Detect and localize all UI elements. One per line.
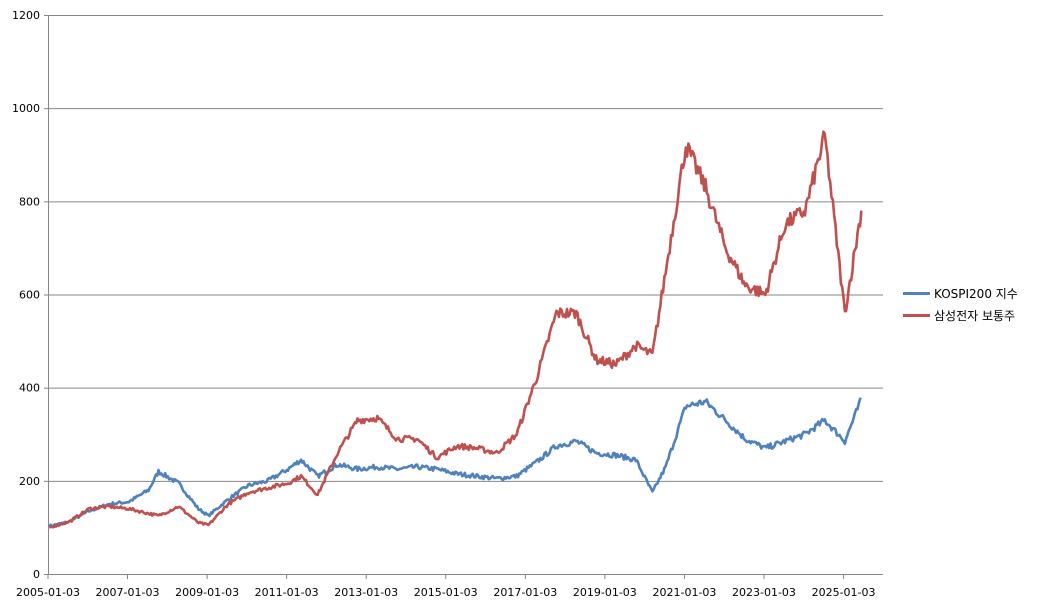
legend-item-kospi200: KOSPI200 지수 <box>903 282 1018 304</box>
series-lines <box>48 130 863 529</box>
gridlines <box>48 15 883 482</box>
legend: KOSPI200 지수 삼성전자 보통주 <box>903 282 1018 326</box>
y-tick-label: 200 <box>19 475 40 488</box>
series-line-kospi200 <box>48 397 862 528</box>
legend-label-kospi200: KOSPI200 지수 <box>934 286 1018 301</box>
y-tick-label: 1000 <box>12 102 40 115</box>
x-tick-label: 2017-01-03 <box>493 586 557 599</box>
x-tick-label: 2015-01-03 <box>414 586 478 599</box>
x-tick-labels: 2005-01-03 2007-01-03 2009-01-03 2011-01-03… <box>16 586 876 599</box>
legend-swatch-kospi200 <box>903 291 930 295</box>
x-tick-label: 2013-01-03 <box>334 586 398 599</box>
series-line-samsung <box>49 130 863 529</box>
y-tick-label: 800 <box>19 195 40 208</box>
x-tick-label: 2007-01-03 <box>96 586 160 599</box>
legend-item-samsung: 삼성전자 보통주 <box>903 304 1018 326</box>
x-tick-label: 2023-01-03 <box>732 586 796 599</box>
x-tick-label: 2021-01-03 <box>652 586 716 599</box>
x-tick-label: 2025-01-03 <box>812 586 876 599</box>
axes <box>44 15 883 579</box>
x-tick-label: 2009-01-03 <box>175 586 239 599</box>
x-tick-label: 2019-01-03 <box>573 586 637 599</box>
legend-swatch-samsung <box>903 313 930 317</box>
y-tick-label: 400 <box>19 382 40 395</box>
y-tick-label: 1200 <box>12 9 40 22</box>
legend-label-samsung: 삼성전자 보통주 <box>934 308 1016 323</box>
x-tick-label: 2011-01-03 <box>255 586 319 599</box>
y-tick-label: 600 <box>19 289 40 302</box>
x-tick-label: 2005-01-03 <box>16 586 80 599</box>
y-tick-label: 0 <box>33 568 40 581</box>
y-tick-labels: 0 200 400 600 800 1000 1200 <box>12 9 40 581</box>
